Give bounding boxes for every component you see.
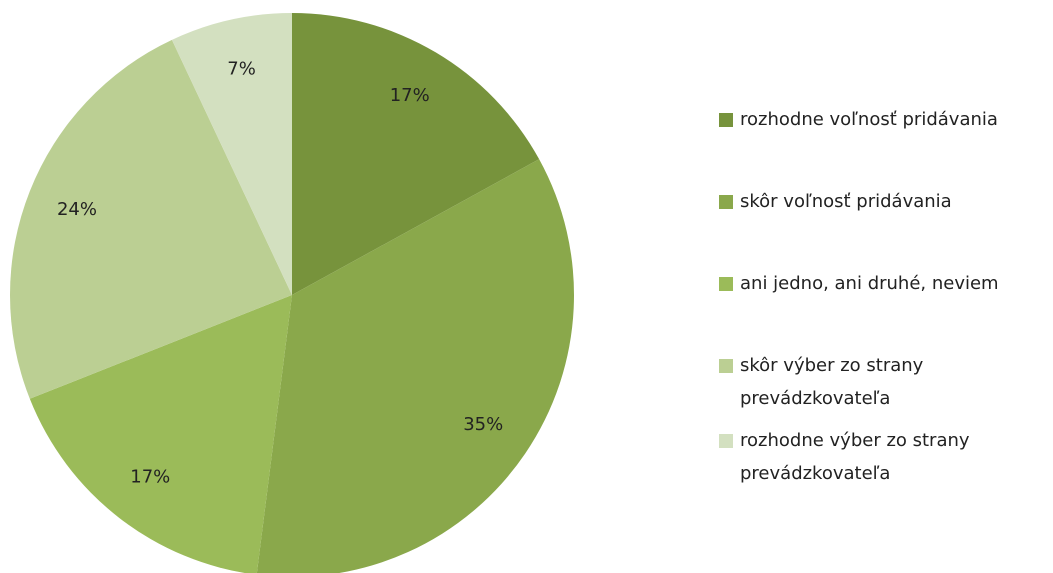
legend-item: skôr voľnosť pridávania bbox=[719, 185, 1049, 218]
pie-slice bbox=[292, 13, 540, 295]
data-label: 17% bbox=[130, 467, 170, 488]
legend-swatch bbox=[719, 113, 733, 127]
legend-item: rozhodne voľnosť pridávania bbox=[719, 103, 1049, 136]
legend-label: rozhodne výber zo strany prevádzkovateľa bbox=[740, 430, 970, 484]
legend-item: rozhodne výber zo strany prevádzkovateľa bbox=[719, 424, 1049, 490]
legend-label: skôr voľnosť pridávania bbox=[740, 191, 952, 212]
legend-swatch bbox=[719, 277, 733, 291]
legend-swatch bbox=[719, 359, 733, 373]
legend-item: skôr výber zo strany prevádzkovateľa bbox=[719, 349, 1049, 415]
legend-label: rozhodne voľnosť pridávania bbox=[740, 109, 998, 130]
pie-slice bbox=[29, 295, 292, 573]
legend-item: ani jedno, ani druhé, neviem bbox=[719, 267, 1049, 300]
data-label: 7% bbox=[227, 58, 256, 79]
pie-slice bbox=[9, 39, 293, 399]
pie-slice bbox=[171, 13, 292, 295]
pie-slice bbox=[256, 159, 574, 573]
data-label: 35% bbox=[463, 414, 503, 435]
legend-label: skôr výber zo strany prevádzkovateľa bbox=[740, 355, 924, 409]
legend-swatch bbox=[719, 434, 733, 448]
legend-label: ani jedno, ani druhé, neviem bbox=[740, 273, 999, 294]
data-label: 17% bbox=[390, 85, 430, 106]
legend-swatch bbox=[719, 195, 733, 209]
data-label: 24% bbox=[57, 199, 97, 220]
